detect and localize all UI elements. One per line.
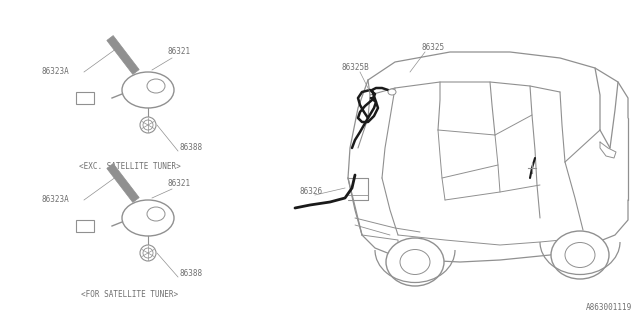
Ellipse shape: [143, 248, 153, 258]
Text: 86323A: 86323A: [42, 68, 70, 76]
Text: 86323A: 86323A: [42, 196, 70, 204]
Ellipse shape: [140, 117, 156, 133]
Ellipse shape: [140, 245, 156, 261]
Polygon shape: [107, 36, 139, 75]
Ellipse shape: [565, 243, 595, 268]
Text: 86321: 86321: [168, 179, 191, 188]
Text: 86326: 86326: [300, 188, 323, 196]
Ellipse shape: [551, 231, 609, 279]
Text: 86325: 86325: [422, 44, 445, 52]
Ellipse shape: [147, 207, 165, 221]
Text: 86388: 86388: [180, 143, 203, 153]
FancyBboxPatch shape: [76, 92, 94, 104]
Text: <FOR SATELLITE TUNER>: <FOR SATELLITE TUNER>: [81, 290, 179, 299]
Polygon shape: [107, 164, 139, 203]
Ellipse shape: [388, 89, 396, 95]
FancyBboxPatch shape: [76, 220, 94, 232]
Ellipse shape: [122, 200, 174, 236]
Text: A863001119: A863001119: [586, 303, 632, 312]
Ellipse shape: [147, 79, 165, 93]
Ellipse shape: [386, 238, 444, 286]
Text: 86388: 86388: [180, 269, 203, 278]
Text: 86321: 86321: [168, 47, 191, 57]
Text: <EXC. SATELLITE TUNER>: <EXC. SATELLITE TUNER>: [79, 162, 181, 171]
Ellipse shape: [143, 120, 153, 130]
Text: 86325B: 86325B: [342, 63, 370, 73]
Ellipse shape: [122, 72, 174, 108]
Ellipse shape: [400, 250, 430, 275]
